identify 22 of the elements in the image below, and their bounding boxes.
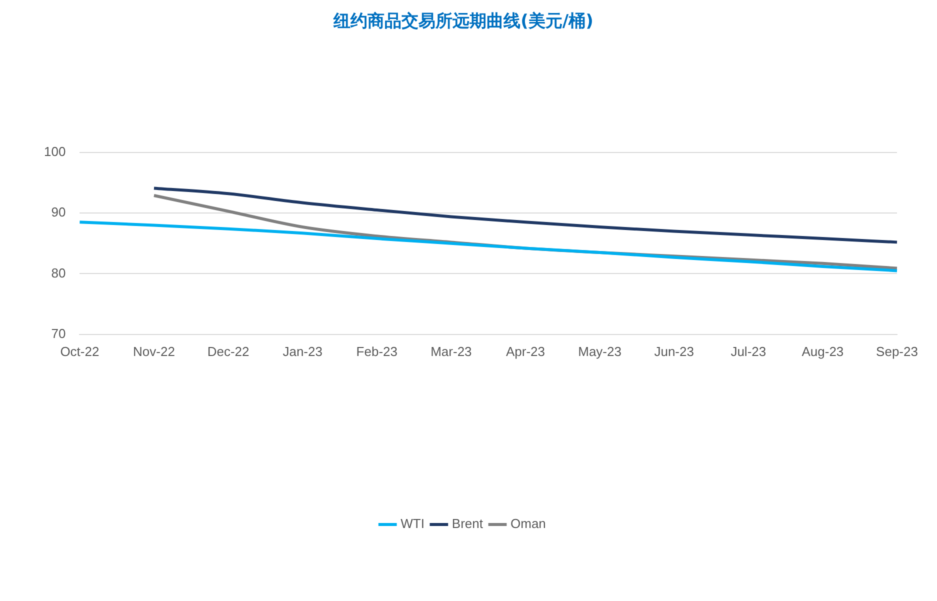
x-tick-label: Oct-22 [60,344,100,359]
x-tick-label: Dec-22 [207,344,250,359]
x-tick-label: Jun-23 [654,344,694,359]
x-tick-label: Sep-23 [876,344,918,359]
x-tick-label: Jan-23 [282,344,322,359]
legend-label: Brent [452,516,484,532]
x-tick-label: Nov-22 [133,344,175,359]
y-tick-label: 70 [51,326,66,341]
y-tick-label: 100 [44,144,66,159]
x-tick-label: Apr-23 [506,344,546,359]
line-series [152,186,898,244]
legend-label: Oman [510,516,546,532]
y-tick-label: 90 [51,204,66,220]
x-tick-label: Aug-23 [802,344,844,359]
chart-title: 纽约商品交易所远期曲线(美元/桶) [332,12,594,32]
line-series [78,220,898,272]
legend-label: WTI [400,516,424,532]
x-tick-label: Feb-23 [356,344,398,359]
x-tick-label: May-23 [578,344,622,359]
x-tick-label: Mar-23 [430,344,472,359]
x-tick-label: Jul-23 [730,344,766,359]
y-tick-label: 80 [51,265,66,280]
